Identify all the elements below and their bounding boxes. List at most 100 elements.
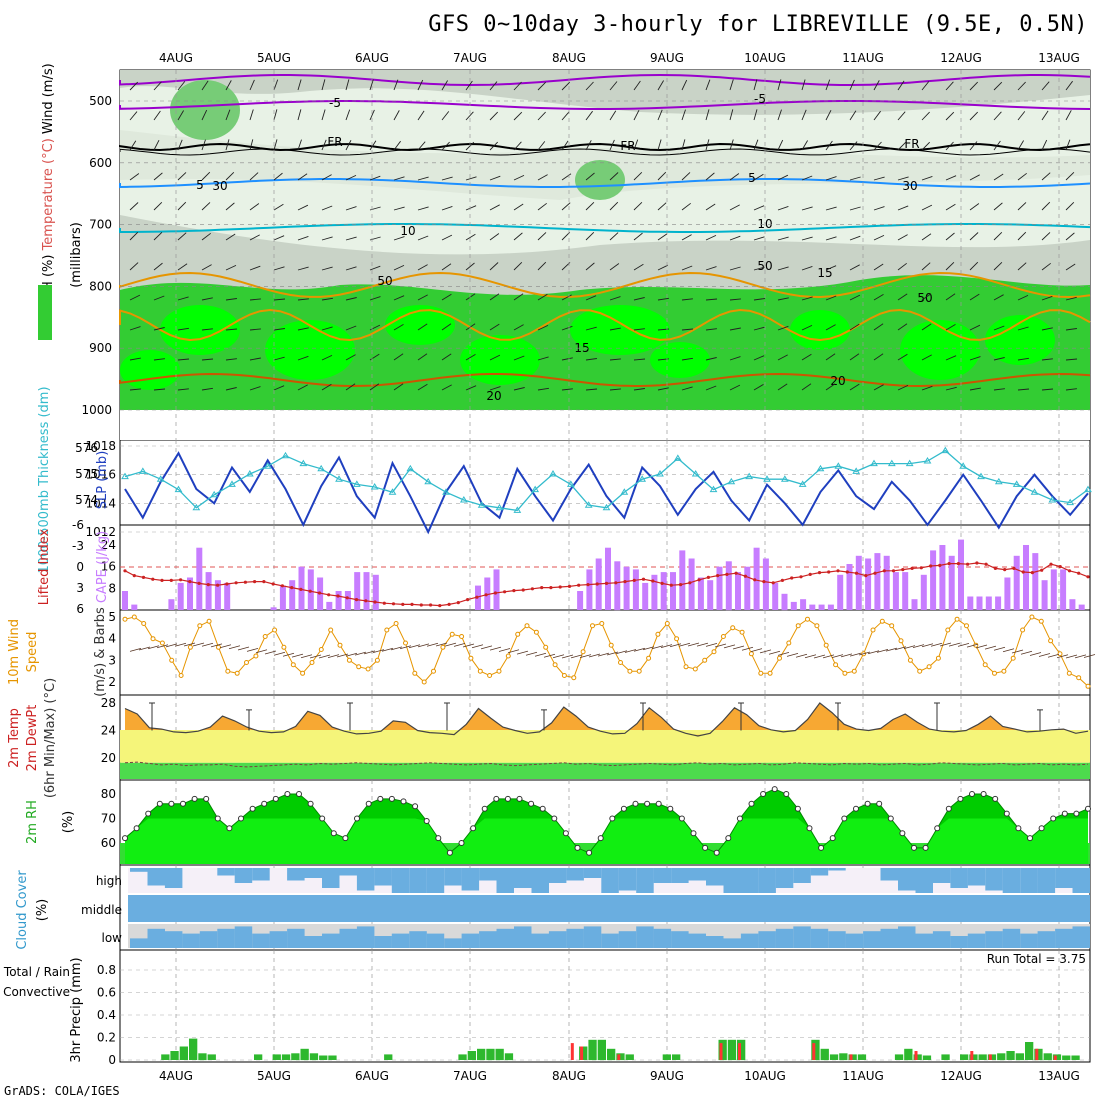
li-point bbox=[197, 581, 201, 586]
rh-contour-label: 30 bbox=[902, 179, 917, 193]
wind-barb bbox=[273, 298, 286, 301]
precip-total-bar bbox=[467, 1051, 476, 1060]
precip-total-bar bbox=[848, 1054, 857, 1060]
cape-label: CAPE (J/kg) bbox=[95, 531, 110, 603]
surface-barb bbox=[642, 646, 655, 651]
cloud-bar-middle bbox=[793, 895, 811, 922]
wind-speed-point bbox=[487, 673, 493, 678]
wind-barb bbox=[729, 204, 740, 211]
wind-speed-point bbox=[1038, 618, 1044, 624]
cloud-bar-low bbox=[880, 928, 898, 948]
chart-title: GFS 0~10day 3-hourly for LIBREVILLE (9.5… bbox=[428, 12, 1088, 37]
cloud-bar-middle bbox=[356, 895, 375, 922]
precip-total-bar bbox=[300, 1048, 309, 1061]
temp-fill bbox=[125, 703, 1088, 736]
wind-barb bbox=[873, 353, 884, 361]
rh-point bbox=[678, 815, 685, 822]
wind-speed-point bbox=[879, 618, 885, 624]
wind-barb bbox=[825, 79, 831, 91]
thickness-marker bbox=[905, 459, 914, 467]
wind-speed-point bbox=[571, 675, 577, 681]
surface-barb bbox=[201, 642, 214, 647]
wind-barb bbox=[1041, 232, 1051, 241]
wind-barb bbox=[297, 384, 308, 391]
cape-bar bbox=[855, 555, 862, 610]
cloud-bar-middle bbox=[1055, 895, 1073, 922]
wind-barb bbox=[297, 327, 309, 331]
precip-total-bar bbox=[839, 1053, 848, 1061]
cloud-bar-middle bbox=[863, 895, 881, 922]
cloud-bar-low bbox=[391, 933, 410, 948]
precip-total-bar bbox=[718, 1039, 727, 1061]
wind-barb bbox=[753, 79, 758, 91]
li-point bbox=[438, 604, 442, 608]
wind-barb bbox=[633, 109, 640, 121]
cloud-bar-low bbox=[374, 936, 392, 948]
cape-bar bbox=[270, 607, 277, 610]
cloud-bar-low bbox=[182, 933, 200, 948]
wind-barb bbox=[609, 263, 620, 271]
surface-barb bbox=[336, 653, 349, 658]
wind-barb bbox=[393, 295, 405, 301]
dew-line bbox=[124, 761, 1089, 768]
cape-bar bbox=[985, 596, 992, 610]
cloud-bar-middle bbox=[479, 895, 497, 922]
cape-bar bbox=[707, 580, 714, 610]
wind-barb bbox=[825, 109, 832, 121]
li-point bbox=[993, 566, 998, 571]
surface-barb bbox=[516, 650, 529, 655]
wind-speed-point bbox=[823, 642, 829, 648]
rh-point bbox=[1073, 810, 1080, 817]
rh-label: 2m RH bbox=[25, 800, 40, 844]
wind-speed-point bbox=[159, 640, 165, 646]
precip-convective-bar bbox=[738, 1043, 741, 1060]
precip-tick: 0.4 bbox=[97, 1008, 116, 1022]
wind-barb bbox=[1041, 201, 1051, 211]
wind-barb bbox=[249, 109, 254, 121]
cloud-bar-low bbox=[967, 933, 986, 948]
cloud-bar-high bbox=[828, 868, 846, 871]
wind-barb bbox=[297, 173, 308, 181]
wind-barb bbox=[489, 293, 500, 301]
wind-barb bbox=[921, 111, 930, 121]
li-point bbox=[1012, 566, 1016, 571]
wind-barb bbox=[417, 110, 425, 121]
cloud-bar-low bbox=[409, 931, 427, 948]
wind-barb bbox=[921, 175, 933, 181]
thickness-marker bbox=[1066, 498, 1075, 506]
li-point bbox=[382, 601, 386, 605]
li-point bbox=[910, 566, 914, 571]
cape-bar bbox=[939, 545, 946, 610]
rh-point bbox=[1027, 835, 1033, 842]
wind-speed-point bbox=[150, 636, 156, 642]
li-point bbox=[873, 571, 877, 575]
cloud-bar-middle bbox=[688, 895, 706, 922]
cloud-bar-high bbox=[653, 868, 672, 883]
wind-barb bbox=[225, 264, 237, 271]
precip-total-bar bbox=[281, 1054, 291, 1060]
cloud-bar-middle bbox=[217, 900, 235, 922]
contour-label: 10 bbox=[400, 224, 415, 238]
wind-barb bbox=[537, 232, 547, 241]
li-point bbox=[956, 562, 961, 566]
wind-speed-point bbox=[440, 644, 446, 650]
rh-point bbox=[261, 800, 268, 807]
rh-point bbox=[504, 795, 511, 802]
wind-barb bbox=[873, 384, 884, 391]
cape-bar bbox=[735, 572, 741, 610]
pressure-tick: 800 bbox=[89, 279, 112, 293]
cloud-bar-high bbox=[601, 868, 619, 893]
wind-barb bbox=[321, 266, 333, 271]
wind-barb bbox=[153, 139, 160, 151]
contour-label: FR bbox=[904, 137, 919, 151]
precip-convective-bar bbox=[580, 1046, 584, 1060]
rh-point bbox=[690, 830, 697, 837]
cape-bar bbox=[187, 577, 193, 610]
date-label-top: 7AUG bbox=[453, 51, 487, 65]
date-label-bottom: 8AUG bbox=[552, 1069, 586, 1083]
wind-barb bbox=[441, 80, 448, 91]
li-point bbox=[808, 572, 812, 577]
wind-speed-point bbox=[664, 621, 670, 626]
cape-bar bbox=[679, 550, 686, 610]
surface-barb bbox=[777, 652, 790, 656]
